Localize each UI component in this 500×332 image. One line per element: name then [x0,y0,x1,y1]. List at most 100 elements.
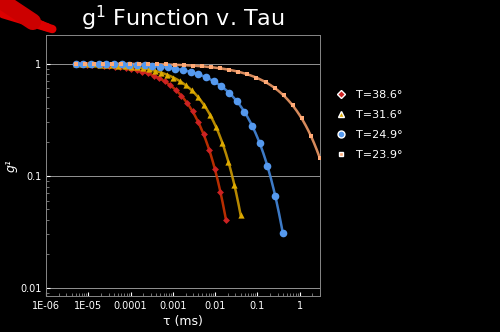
Point [155,76,163,81]
Y-axis label: g¹: g¹ [4,159,17,172]
Point [164,72,172,77]
Point [172,66,179,71]
Point [280,93,287,98]
Point [200,102,208,108]
Point [126,61,134,66]
Point [138,69,146,74]
Point [145,67,153,72]
Point [216,189,224,194]
X-axis label: τ (ms): τ (ms) [163,315,203,328]
Point [211,166,219,171]
Point [200,132,207,137]
Point [252,75,260,80]
Point [88,62,96,68]
Point [183,100,191,106]
Point [206,112,214,118]
Point [256,141,264,146]
Title: g$^1$ Function v. Tau: g$^1$ Function v. Tau [81,4,284,34]
Point [170,75,177,80]
Point [157,70,165,75]
Point [144,71,152,76]
Point [139,66,147,71]
Point [118,62,126,67]
Point [78,61,86,67]
Point [188,88,196,93]
Point [176,78,184,84]
Point [72,61,80,67]
Point [151,68,159,73]
Point [225,90,233,96]
Point [80,61,88,66]
Point [126,62,134,67]
Point [210,79,218,84]
Point [150,73,158,78]
Point [194,94,202,100]
Point [179,67,187,73]
Point [102,61,110,67]
Point [224,159,232,164]
Point [205,147,213,153]
Point [270,85,278,91]
Point [100,63,108,68]
Point [72,61,80,66]
Point [110,64,118,69]
Point [144,61,152,67]
Point [116,64,124,70]
Point [105,63,113,69]
Point [271,193,279,198]
Point [316,155,324,161]
Point [126,64,134,69]
Point [208,64,216,70]
Point [117,61,125,66]
Point [306,133,314,138]
Point [189,63,197,68]
Point [133,67,141,73]
Point [140,63,148,68]
Point [133,62,141,68]
Point [236,212,244,217]
Point [288,103,296,108]
Point [83,62,91,67]
Point [156,64,164,69]
Point [188,109,196,114]
Point [84,61,92,67]
Point [171,62,179,67]
Point [172,87,180,93]
Point [162,62,170,67]
Point [80,61,88,66]
Point [178,93,186,99]
Point [120,63,128,69]
Point [160,79,168,84]
Point [222,217,230,222]
Point [110,61,118,67]
Point [94,61,102,67]
Point [234,69,242,74]
Point [212,124,220,130]
Point [298,116,306,121]
Point [72,61,80,66]
Point [194,72,202,77]
Point [226,67,234,72]
Point [248,123,256,128]
Point [202,75,210,80]
Point [166,83,174,88]
Point [128,66,136,72]
Point [240,109,248,115]
Point [96,62,104,67]
Point [108,62,116,68]
Point [187,69,195,75]
Point [94,62,102,68]
Point [244,72,252,77]
Point [72,62,80,67]
Point [90,61,98,66]
Point [133,65,141,70]
Point [230,183,238,188]
Point [108,61,116,66]
Point [153,62,161,67]
Point [198,64,206,69]
Point [182,82,190,88]
Point [148,63,156,69]
Point [99,61,107,66]
Point [279,230,287,236]
Point [194,119,202,124]
